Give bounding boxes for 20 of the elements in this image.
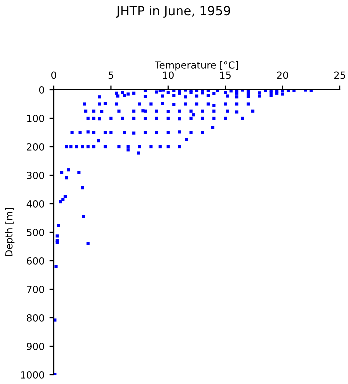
x-tick-label: 25 (334, 72, 346, 80)
y-tick-label: 500 (27, 228, 44, 236)
y-tick-label: 700 (27, 286, 44, 294)
y-tick-label: 600 (27, 257, 44, 265)
y-tick-label: 300 (27, 172, 44, 180)
y-tick-label: 0 (39, 86, 44, 94)
y-tick-label: 200 (27, 143, 44, 151)
y-tick-label: 900 (27, 342, 44, 350)
x-tick-label: 15 (220, 72, 231, 80)
y-axis-title: Depth [m] (5, 208, 15, 256)
y-tick-label: 100 (27, 114, 44, 122)
y-tick-label: 1000 (21, 371, 44, 379)
x-axis-title: Temperature [°C] (155, 61, 238, 71)
x-tick-label: 5 (108, 72, 114, 80)
chart-title: JHTP in June, 1959 (116, 6, 230, 18)
x-tick-label: 20 (277, 72, 288, 80)
x-tick-label: 10 (163, 72, 174, 80)
x-tick-label: 0 (52, 72, 56, 80)
y-tick-label: 800 (27, 314, 44, 322)
y-tick-label: 400 (26, 200, 44, 208)
